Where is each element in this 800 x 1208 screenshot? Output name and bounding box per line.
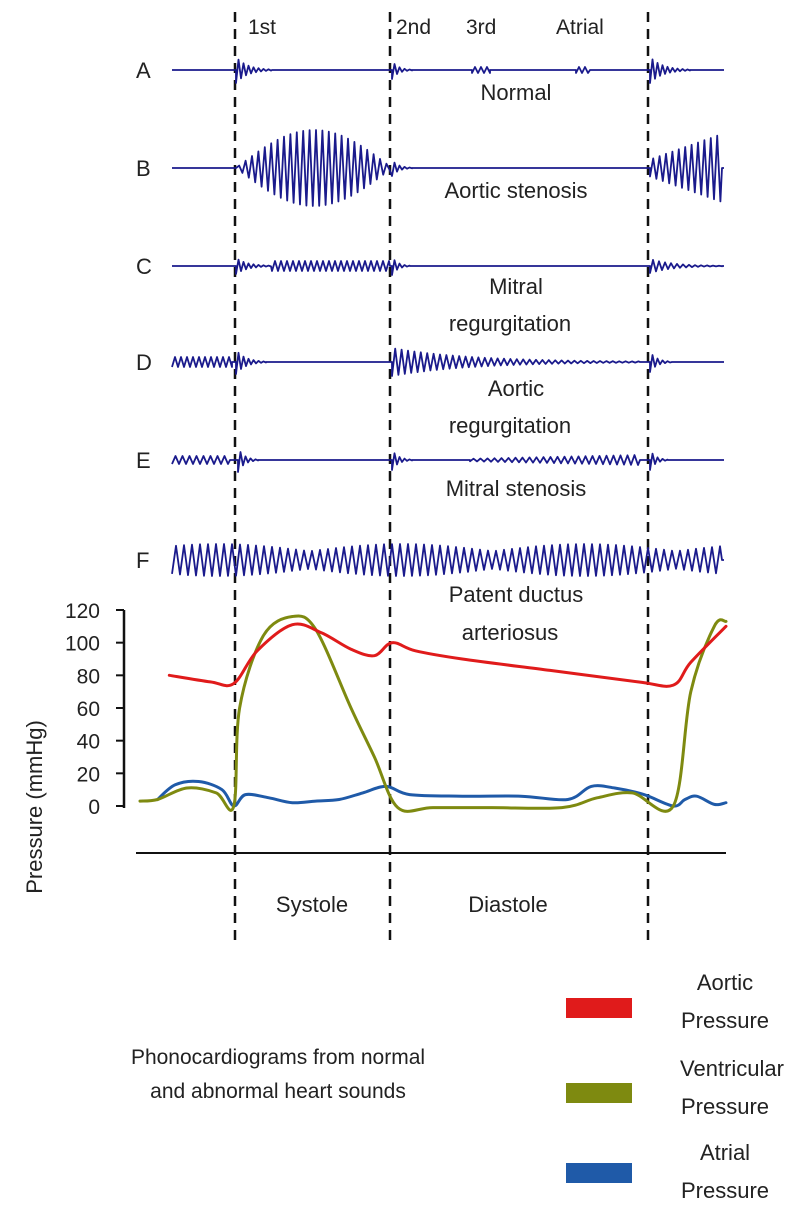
row-letter-c: C bbox=[136, 254, 152, 279]
sound-label-3rd: 3rd bbox=[466, 16, 496, 39]
legend-swatch-atrial bbox=[566, 1163, 632, 1183]
condition-label-mitral-regurgitation-2: regurgitation bbox=[449, 311, 571, 336]
trace-row-e bbox=[171, 451, 724, 473]
y-tick-label-120: 120 bbox=[65, 600, 100, 623]
condition-label-aortic-stenosis: Aortic stenosis bbox=[444, 178, 587, 203]
y-ticks: 0 20 40 60 80 100 120 bbox=[65, 600, 124, 819]
y-tick-label-20: 20 bbox=[77, 763, 100, 786]
row-letter-e: E bbox=[136, 448, 151, 473]
legend-label-atrial-1: Atrial bbox=[700, 1140, 750, 1165]
series-line-atrial-pressure bbox=[156, 779, 728, 808]
row-letter-b: B bbox=[136, 156, 151, 181]
legend-label-aortic-2: Pressure bbox=[681, 1008, 769, 1033]
legend-swatch-ventricular bbox=[566, 1083, 632, 1103]
sound-labels: 1st 2nd 3rd Atrial bbox=[248, 16, 604, 39]
series-line-aortic-pressure bbox=[167, 622, 728, 688]
trace-row-a bbox=[172, 58, 724, 84]
condition-label-normal: Normal bbox=[481, 80, 552, 105]
condition-label-pda-1: Patent ductus bbox=[449, 582, 584, 607]
sound-label-1st: 1st bbox=[248, 16, 276, 39]
caption-line-2: and abnormal heart sounds bbox=[150, 1080, 406, 1103]
trace-row-b bbox=[172, 129, 724, 207]
y-tick-label-0: 0 bbox=[88, 796, 100, 819]
row-letter-d: D bbox=[136, 350, 152, 375]
row-letters: A B C D E F bbox=[136, 58, 152, 573]
phase-label-diastole: Diastole bbox=[468, 892, 547, 917]
caption-line-1: Phonocardiograms from normal bbox=[131, 1046, 425, 1069]
condition-label-aortic-regurgitation-1: Aortic bbox=[488, 376, 544, 401]
pressure-curves bbox=[138, 614, 728, 813]
condition-label-mitral-stenosis: Mitral stenosis bbox=[446, 476, 587, 501]
trace-row-f bbox=[171, 543, 724, 577]
condition-label-pda-2: arteriosus bbox=[462, 620, 559, 645]
legend-label-atrial-2: Pressure bbox=[681, 1178, 769, 1203]
condition-label-aortic-regurgitation-2: regurgitation bbox=[449, 413, 571, 438]
phase-label-systole: Systole bbox=[276, 892, 348, 917]
trace-row-d bbox=[171, 347, 724, 377]
sound-label-2nd: 2nd bbox=[396, 16, 431, 39]
legend-label-ventricular-2: Pressure bbox=[681, 1094, 769, 1119]
figure-caption: Phonocardiograms from normal and abnorma… bbox=[131, 1046, 425, 1103]
condition-label-mitral-regurgitation-1: Mitral bbox=[489, 274, 543, 299]
row-letter-a: A bbox=[136, 58, 151, 83]
legend-label-aortic-1: Aortic bbox=[697, 970, 753, 995]
y-axis-label: Pressure (mmHg) bbox=[22, 720, 47, 894]
sound-label-atrial: Atrial bbox=[556, 16, 604, 39]
trace-row-c bbox=[172, 258, 724, 276]
legend-label-ventricular-1: Ventricular bbox=[680, 1056, 784, 1081]
row-letter-f: F bbox=[136, 548, 149, 573]
legend-swatch-aortic bbox=[566, 998, 632, 1018]
y-tick-label-60: 60 bbox=[77, 698, 100, 721]
y-tick-label-40: 40 bbox=[77, 731, 100, 754]
y-tick-label-100: 100 bbox=[65, 633, 100, 656]
y-tick-label-80: 80 bbox=[77, 665, 100, 688]
series-line-ventricular-pressure bbox=[138, 614, 728, 813]
legend: Aortic Pressure Ventricular Pressure Atr… bbox=[566, 970, 784, 1203]
phonocardiogram-traces bbox=[171, 58, 724, 577]
condition-labels: Normal Aortic stenosis Mitral regurgitat… bbox=[444, 80, 587, 645]
